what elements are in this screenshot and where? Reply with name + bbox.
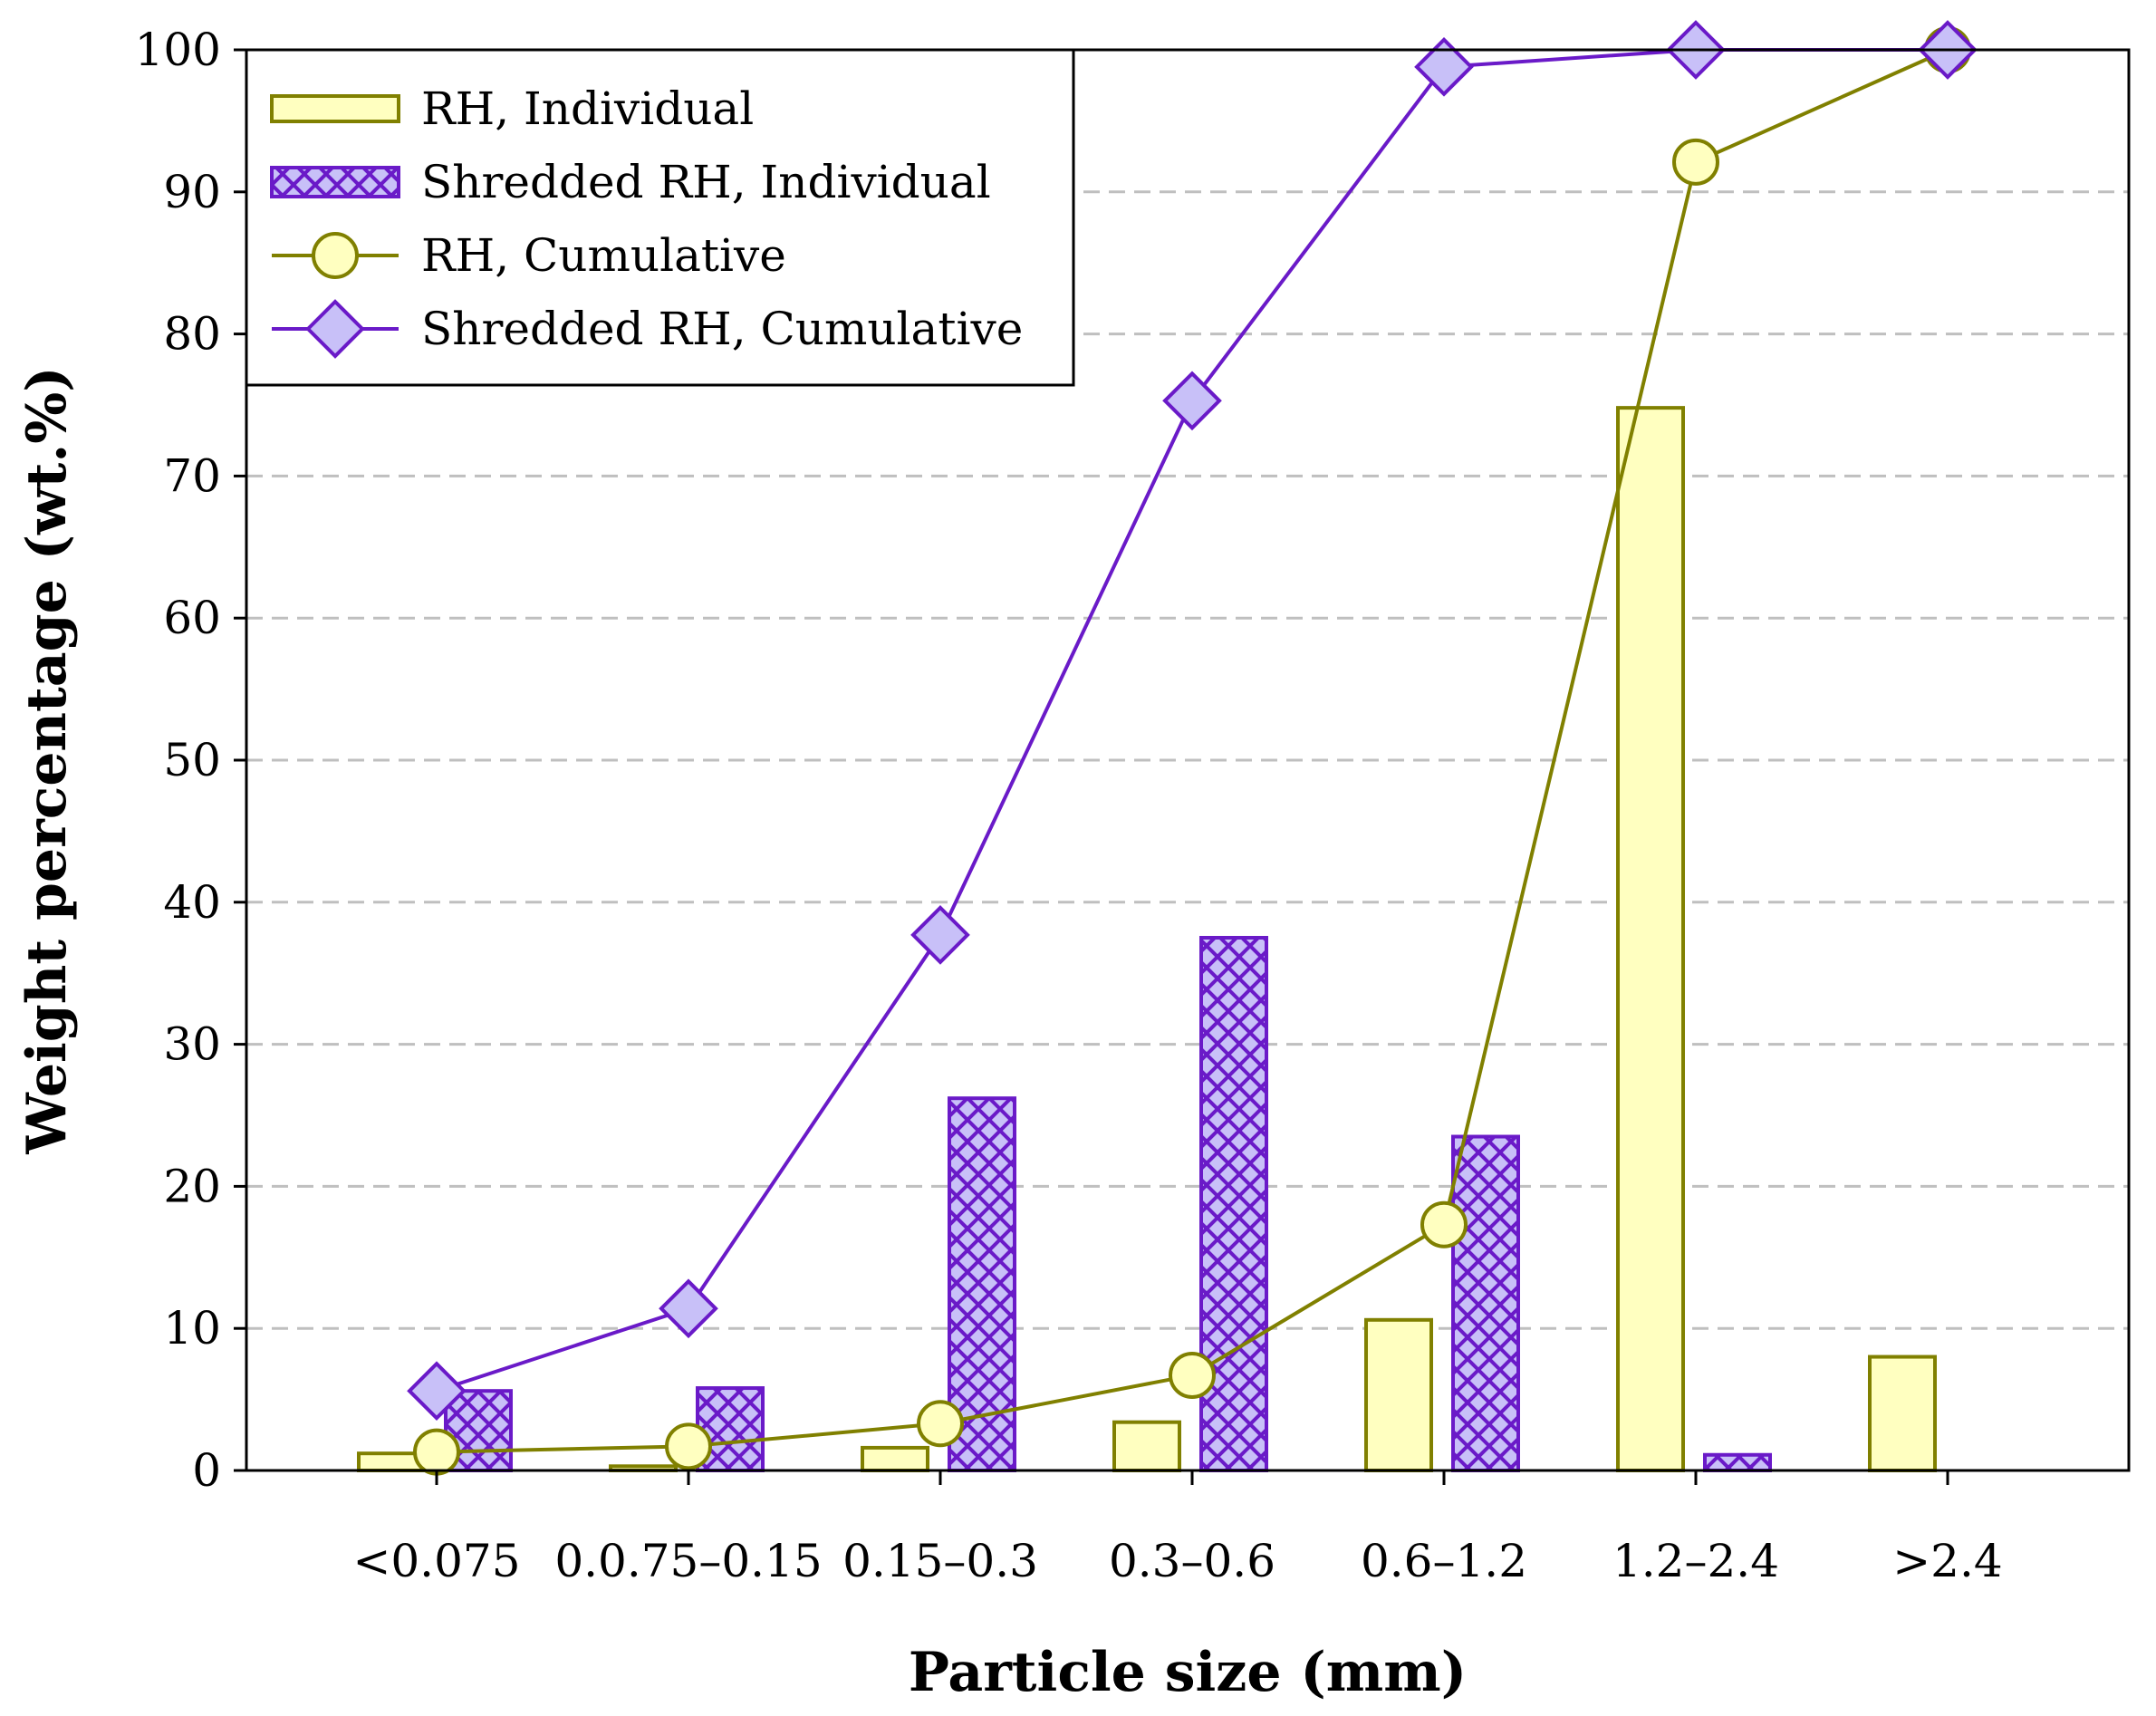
point-rh-cumulative (665, 1422, 712, 1470)
bar-rh-individual (1364, 1317, 1433, 1472)
point-shredded-rh-cumulative (659, 1278, 718, 1339)
bar-rh-individual (1616, 406, 1685, 1472)
bar-shredded-rh-individual (1199, 936, 1268, 1472)
legend-swatch-rh-individual (270, 94, 400, 123)
bar-shredded-rh-individual (1451, 1134, 1520, 1473)
x-tick-label: 0.15–0.3 (842, 1535, 1038, 1587)
legend-label: RH, Individual (421, 82, 754, 135)
x-tick-label: 0.0.75–0.15 (554, 1535, 822, 1587)
point-shredded-rh-cumulative (1162, 371, 1222, 431)
point-rh-cumulative (1672, 138, 1719, 186)
point-rh-cumulative (413, 1428, 460, 1476)
y-tick-label: 30 (163, 1018, 221, 1071)
bar-rh-individual (1112, 1420, 1181, 1472)
x-tick-label: 1.2–2.4 (1612, 1535, 1779, 1587)
legend-marker-rh-cumulative (312, 232, 359, 279)
y-axis-title: Weight percentage (wt.%) (15, 366, 79, 1154)
y-tick-label: 90 (163, 166, 221, 218)
y-tick-label: 0 (192, 1444, 221, 1497)
point-rh-cumulative (1169, 1351, 1216, 1399)
y-tick-label: 10 (163, 1302, 221, 1354)
x-axis-title: Particle size (mm) (909, 1641, 1467, 1704)
x-axis-ticks: <0.075 0.0.75–0.15 0.15–0.3 0.3–0.6 0.6–1.2 1… (352, 1470, 2003, 1587)
bars (357, 406, 1937, 1473)
legend-label: RH, Cumulative (421, 229, 786, 282)
bar-rh-individual (861, 1445, 929, 1472)
y-tick-label: 50 (163, 734, 221, 786)
x-tick-label: 0.6–1.2 (1361, 1535, 1527, 1587)
legend-label: Shredded RH, Cumulative (421, 303, 1023, 355)
point-rh-cumulative (917, 1400, 964, 1448)
y-axis-ticks: 0 10 20 30 40 50 60 70 80 90 100 (135, 24, 246, 1497)
y-tick-label: 60 (163, 592, 221, 644)
point-shredded-rh-cumulative (407, 1361, 467, 1422)
x-tick-label: <0.075 (352, 1535, 520, 1587)
point-shredded-rh-cumulative (1414, 36, 1474, 97)
y-tick-label: 100 (135, 24, 221, 76)
bar-shredded-rh-individual (948, 1096, 1016, 1472)
y-tick-label: 70 (163, 449, 221, 502)
x-tick-label: >2.4 (1892, 1535, 2002, 1587)
point-shredded-rh-cumulative (910, 905, 970, 965)
x-tick-label: 0.3–0.6 (1109, 1535, 1275, 1587)
bar-shredded-rh-individual (1703, 1452, 1772, 1472)
legend: RH, Individual Shredded RH, Individual RH,… (245, 48, 1075, 387)
bar-rh-individual (1868, 1354, 1937, 1473)
legend-swatch-shredded-rh-individual (270, 166, 400, 198)
point-rh-cumulative (1420, 1200, 1468, 1248)
legend-marker-shredded-rh-cumulative (305, 299, 365, 359)
legend-label: Shredded RH, Individual (421, 156, 991, 208)
y-tick-label: 80 (163, 308, 221, 361)
y-tick-label: 20 (163, 1160, 221, 1212)
y-tick-label: 40 (163, 876, 221, 929)
